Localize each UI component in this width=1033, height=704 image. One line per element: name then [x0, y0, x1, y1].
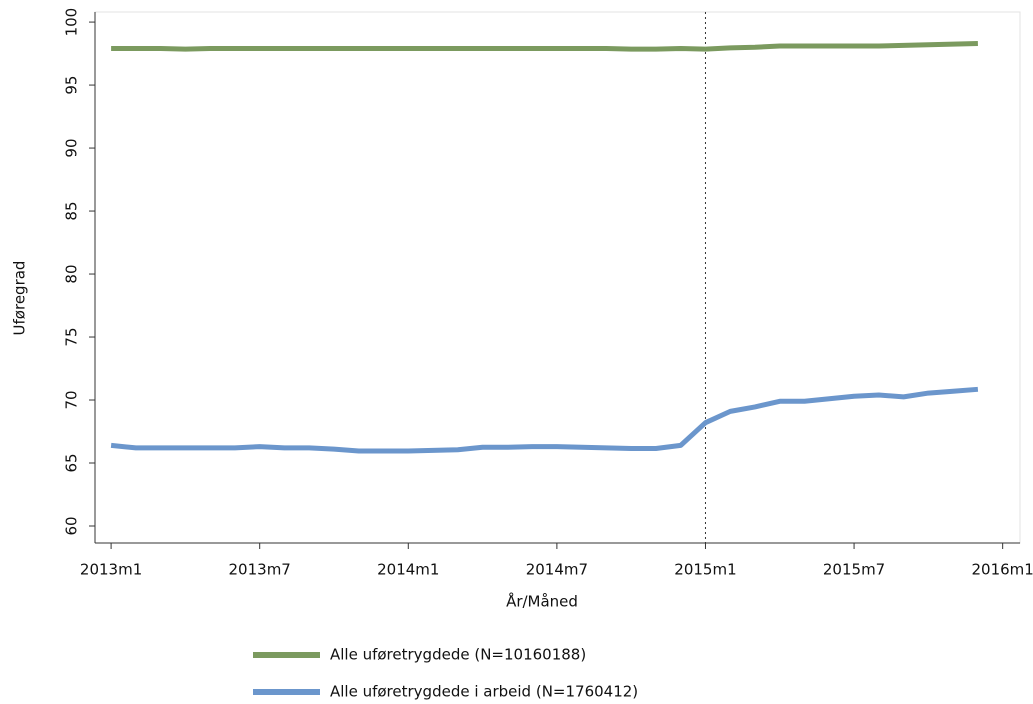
series-line — [111, 40, 978, 52]
x-tick-label: 2014m1 — [377, 561, 439, 579]
x-tick-label: 2016m1 — [971, 561, 1033, 579]
x-tick-label: 2013m7 — [229, 561, 291, 579]
y-tick-label: 70 — [63, 390, 81, 409]
x-tick-label: 2015m1 — [674, 561, 736, 579]
y-tick-label: 90 — [63, 139, 81, 158]
x-axis-label: År/Måned — [506, 592, 578, 611]
y-tick-label: 60 — [63, 516, 81, 535]
x-tick-label: 2013m1 — [80, 561, 142, 579]
y-axis-label: Uføregrad — [11, 261, 29, 336]
y-tick-label: 85 — [63, 201, 81, 220]
series-line — [110, 386, 979, 454]
y-tick-label: 95 — [63, 76, 81, 95]
legend-label: Alle uføretrygdede i arbeid (N=1760412) — [330, 683, 638, 701]
legend-label: Alle uføretrygdede (N=10160188) — [330, 646, 586, 664]
y-tick-label: 100 — [63, 8, 81, 37]
y-tick-label: 75 — [63, 327, 81, 346]
plot-frame — [94, 11, 1021, 544]
x-tick-label: 2015m7 — [823, 561, 885, 579]
x-tick-label: 2014m7 — [526, 561, 588, 579]
y-tick-label: 80 — [63, 264, 81, 283]
y-tick-label: 65 — [63, 453, 81, 472]
